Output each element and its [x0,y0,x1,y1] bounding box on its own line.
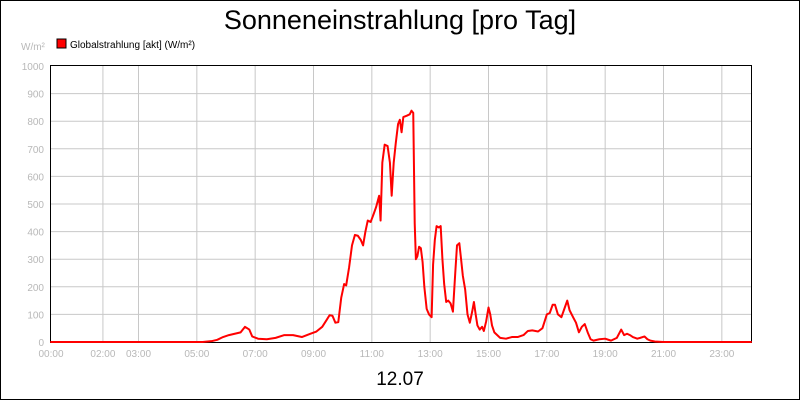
y-tick-label: 200 [27,283,44,294]
series-layer [50,109,752,343]
x-tick-label: 02:00 [90,349,115,360]
x-tick-label: 00:00 [38,349,63,360]
y-tick-label: 300 [27,255,44,266]
y-tick-label: 800 [27,117,44,128]
x-tick-label: 17:00 [534,349,559,360]
y-tick-label: 400 [27,228,44,239]
x-tick-label: 05:00 [184,349,209,360]
date-label: 12.07 [376,369,424,390]
y-tick-label: 100 [27,310,44,321]
y-tick-label: 900 [27,90,44,101]
legend-label: Globalstrahlung [akt] (W/m²) [70,40,195,51]
x-tick-label: 03:00 [126,349,151,360]
grid-lines [51,66,751,342]
x-tick-label: 07:00 [243,349,268,360]
x-tick-label: 23:00 [709,349,734,360]
y-axis-unit-label: W/m² [21,42,46,53]
legend-swatch [56,38,67,49]
y-tick-label: 0 [38,338,44,349]
x-tick-label: 21:00 [651,349,676,360]
x-tick-label: 19:00 [593,349,618,360]
x-tick-label: 11:00 [360,349,385,360]
y-tick-label: 500 [27,200,44,211]
x-tick-label: 13:00 [418,349,443,360]
y-axis-ticks: 0 100 200 300 400 500 600 700 800 900 1000 [22,62,45,349]
y-tick-label: 700 [27,145,44,156]
series-line-globalstrahlung [50,109,752,343]
y-tick-label: 1000 [22,62,45,73]
x-axis-ticks: 00:00 02:00 03:00 05:00 07:00 09:00 11:00 13:00… [38,349,734,360]
chart-title: Sonneneinstrahlung [pro Tag] [224,5,576,35]
y-tick-label: 600 [27,172,44,183]
x-tick-label: 09:00 [301,349,326,360]
x-tick-label: 15:00 [476,349,501,360]
